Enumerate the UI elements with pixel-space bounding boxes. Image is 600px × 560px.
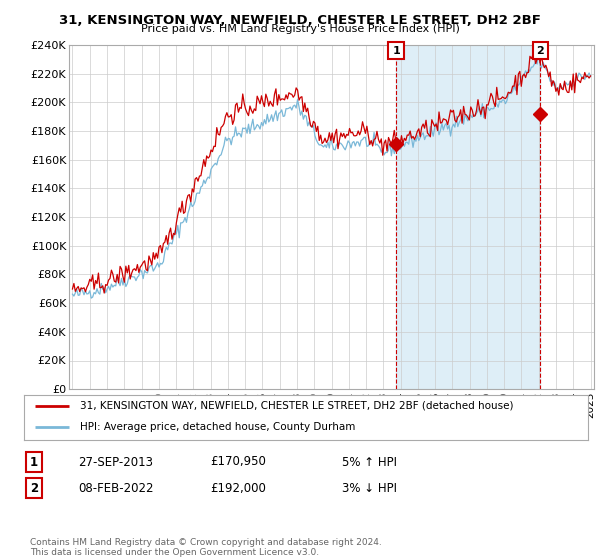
- Text: 1: 1: [392, 45, 400, 55]
- Text: 31, KENSINGTON WAY, NEWFIELD, CHESTER LE STREET, DH2 2BF (detached house): 31, KENSINGTON WAY, NEWFIELD, CHESTER LE…: [80, 401, 514, 411]
- Text: 27-SEP-2013: 27-SEP-2013: [78, 455, 153, 469]
- Text: 08-FEB-2022: 08-FEB-2022: [78, 482, 154, 495]
- Text: £192,000: £192,000: [210, 482, 266, 495]
- Text: Price paid vs. HM Land Registry's House Price Index (HPI): Price paid vs. HM Land Registry's House …: [140, 24, 460, 34]
- Text: £170,950: £170,950: [210, 455, 266, 469]
- Text: HPI: Average price, detached house, County Durham: HPI: Average price, detached house, Coun…: [80, 422, 356, 432]
- Text: 2: 2: [30, 482, 38, 495]
- Text: Contains HM Land Registry data © Crown copyright and database right 2024.
This d: Contains HM Land Registry data © Crown c…: [30, 538, 382, 557]
- Bar: [396, 45, 541, 389]
- Text: 3% ↓ HPI: 3% ↓ HPI: [342, 482, 397, 495]
- Text: 31, KENSINGTON WAY, NEWFIELD, CHESTER LE STREET, DH2 2BF: 31, KENSINGTON WAY, NEWFIELD, CHESTER LE…: [59, 14, 541, 27]
- Text: 5% ↑ HPI: 5% ↑ HPI: [342, 455, 397, 469]
- Text: 1: 1: [30, 455, 38, 469]
- Text: 2: 2: [536, 45, 544, 55]
